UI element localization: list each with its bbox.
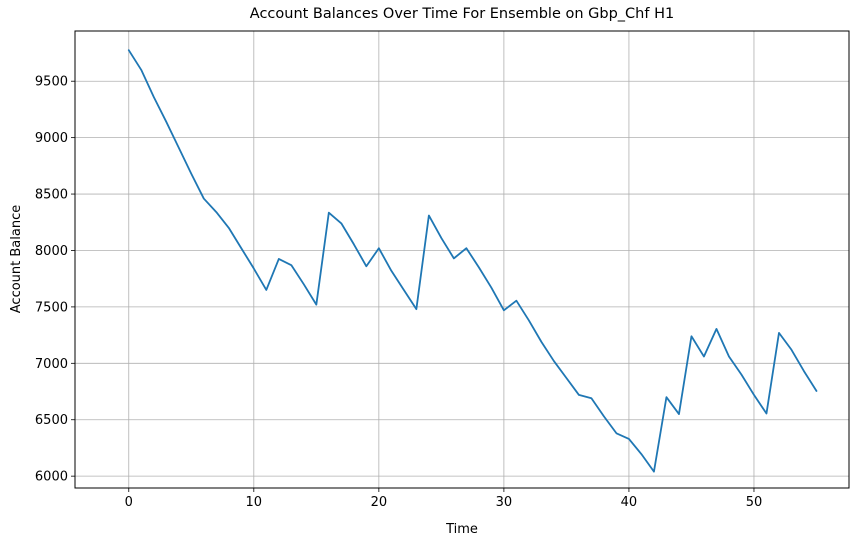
y-tick-label: 6000	[35, 470, 68, 485]
y-axis-label: Account Balance	[9, 205, 24, 313]
plot-area	[127, 49, 818, 473]
x-axis-label: Time	[445, 522, 478, 537]
x-tick-label: 10	[246, 495, 263, 510]
x-tick-label: 50	[746, 495, 763, 510]
chart-title: Account Balances Over Time For Ensemble …	[250, 6, 674, 22]
x-tick-label: 0	[125, 495, 133, 510]
y-tick-label: 7000	[35, 357, 68, 372]
grid	[75, 31, 849, 488]
x-tick-label: 30	[496, 495, 513, 510]
x-tick-label: 20	[371, 495, 388, 510]
y-tick-label: 9000	[35, 131, 68, 146]
series-line	[127, 49, 818, 473]
y-tick-label: 8000	[35, 244, 68, 259]
y-tick-label: 8500	[35, 188, 68, 203]
axis-ticks: 0 10 20 30 40 50 6000 6500 7000 7500 8000 8500 9000 9…	[35, 75, 762, 510]
y-tick-label: 6500	[35, 413, 68, 428]
x-tick-label: 40	[621, 495, 638, 510]
y-tick-label: 9500	[35, 75, 68, 90]
y-tick-label: 7500	[35, 300, 68, 315]
plot-frame	[74, 30, 850, 489]
